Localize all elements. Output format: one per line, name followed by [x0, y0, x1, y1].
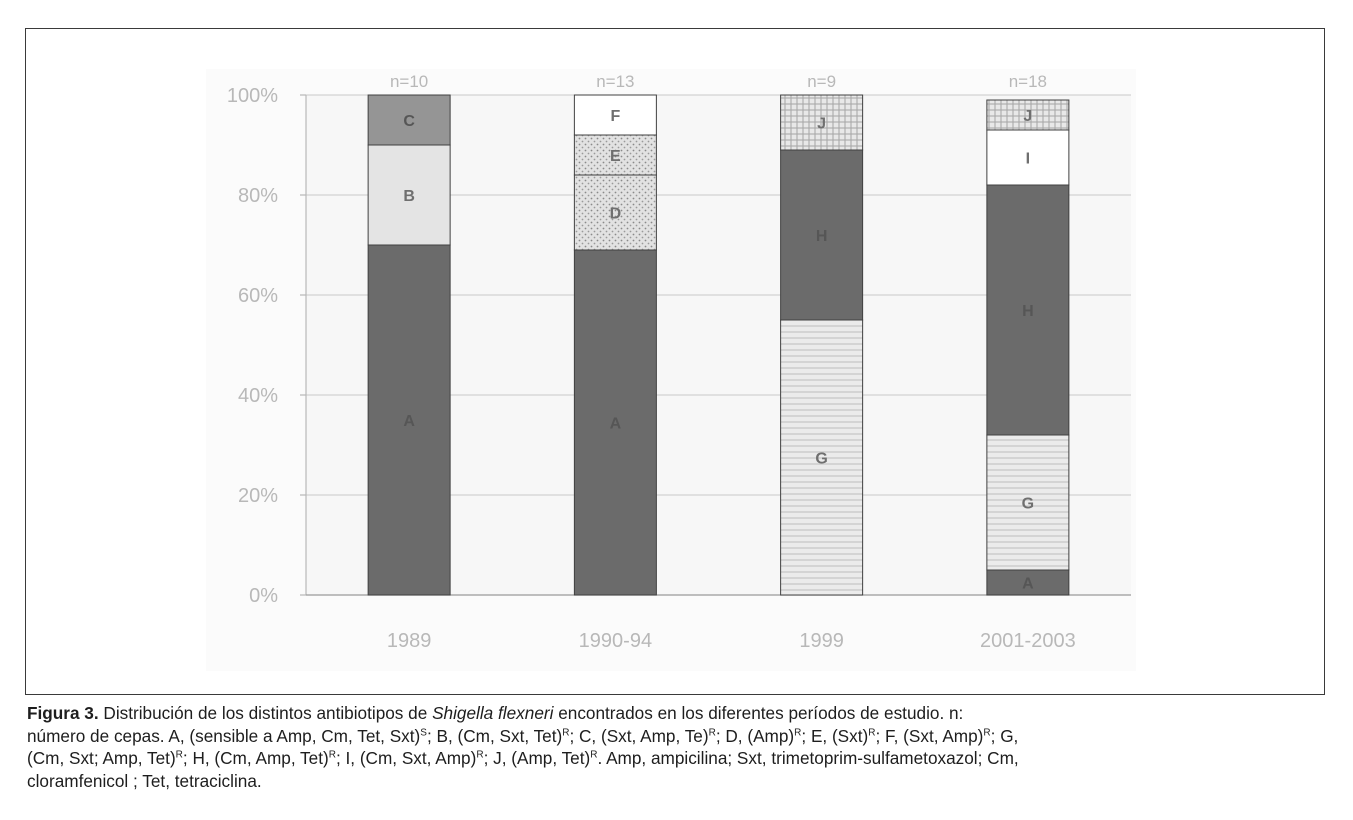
- caption-text: ; G,: [990, 725, 1019, 746]
- y-tick-label: 80%: [238, 185, 278, 207]
- segment-label: H: [816, 228, 828, 245]
- caption-text: ; J, (Amp, Tet): [483, 748, 591, 768]
- caption-text: Distribución de los distintos antibiotip…: [98, 703, 433, 723]
- x-tick-label: 2001-2003: [980, 630, 1076, 652]
- bar-segment: [780, 319, 864, 596]
- x-tick-label: 1999: [799, 630, 844, 652]
- caption-text: . Amp, ampicilina; Sxt, trimetoprim-sulf…: [597, 748, 1019, 768]
- caption-text: ; B, (Cm, Sxt, Tet): [426, 725, 563, 746]
- bar-segment: [986, 434, 1070, 571]
- superscript: R: [328, 749, 336, 761]
- superscript: R: [868, 726, 876, 738]
- x-tick-label: 1990-94: [579, 630, 652, 652]
- segment-label: J: [1023, 108, 1032, 125]
- bar-segment: [573, 174, 657, 251]
- caption-text: (Cm, Sxt; Amp, Tet): [27, 748, 176, 768]
- bar-segment: [573, 94, 657, 136]
- bar-segment: [573, 134, 657, 176]
- bar-segment: [367, 144, 451, 246]
- species-name: Shigella flexneri: [432, 703, 554, 723]
- caption-text: número de cepas. A, (sensible a Amp, Cm,…: [27, 725, 421, 746]
- y-tick-label: 0%: [249, 585, 278, 607]
- caption-line-2: número de cepas. A, (sensible a Amp, Cm,…: [27, 725, 1327, 748]
- segment-label: H: [1022, 303, 1034, 320]
- y-tick-label: 100%: [227, 85, 278, 107]
- caption-text: ; H, (Cm, Amp, Tet): [182, 748, 329, 768]
- caption-text: encontrados en los diferentes períodos d…: [553, 703, 964, 723]
- caption-text: ; E, (Sxt): [801, 725, 869, 746]
- caption-text: cloramfenicol ; Tet, tetraciclina.: [27, 770, 262, 791]
- bar-segment: [780, 149, 864, 321]
- caption-text: ; I, (Cm, Sxt, Amp): [335, 748, 477, 768]
- superscript: R: [983, 726, 991, 738]
- caption-line-4: cloramfenicol ; Tet, tetraciclina.: [27, 770, 1327, 793]
- x-tick-label: 1989: [387, 630, 432, 652]
- segment-label: A: [403, 413, 415, 430]
- segment-label: G: [815, 451, 827, 468]
- caption-text: ; F, (Sxt, Amp): [875, 725, 984, 746]
- superscript: R: [794, 726, 802, 738]
- segment-label: E: [610, 148, 621, 165]
- superscript: R: [476, 749, 484, 761]
- figure-label: Figura 3.: [27, 703, 99, 723]
- segment-label: G: [1022, 496, 1034, 513]
- bar-segment: [986, 99, 1070, 131]
- caption-text: ; D, (Amp): [715, 725, 795, 746]
- superscript: R: [562, 726, 570, 738]
- segment-label: B: [403, 188, 415, 205]
- bar-total-label: n=9: [807, 72, 836, 91]
- superscript: R: [708, 726, 716, 738]
- segment-label: F: [610, 108, 620, 125]
- y-tick-label: 40%: [238, 385, 278, 407]
- bar-total-label: n=10: [390, 72, 428, 91]
- caption-line-3: (Cm, Sxt; Amp, Tet)R; H, (Cm, Amp, Tet)R…: [27, 747, 1327, 770]
- segment-label: C: [403, 113, 415, 130]
- y-tick-label: 60%: [238, 285, 278, 307]
- segment-label: I: [1026, 151, 1030, 168]
- bar-segment: [986, 184, 1070, 436]
- superscript: S: [420, 726, 427, 738]
- bar-segment: [986, 129, 1070, 186]
- caption-text: ; C, (Sxt, Amp, Te): [569, 725, 709, 746]
- superscript: R: [175, 749, 183, 761]
- bar-total-label: n=18: [1009, 72, 1047, 91]
- caption-line-1: Figura 3. Distribución de los distintos …: [27, 702, 1327, 725]
- bar-segment: [780, 94, 864, 151]
- stacked-bar-chart: 0% 20% 40% 60% 80% 100% A B Cn=10 1989 A D E Fn=13 199…: [206, 69, 1136, 671]
- segment-label: A: [610, 416, 622, 433]
- bar-segment: [367, 94, 451, 146]
- segment-label: A: [1022, 576, 1034, 593]
- bar-segment: [986, 569, 1070, 596]
- superscript: R: [590, 749, 598, 761]
- bar-segment: [573, 249, 657, 596]
- y-tick-label: 20%: [238, 485, 278, 507]
- bar-total-label: n=13: [596, 72, 634, 91]
- segment-label: D: [610, 206, 622, 223]
- figure-caption: Figura 3. Distribución de los distintos …: [27, 702, 1327, 792]
- segment-label: J: [817, 116, 826, 133]
- bar-segment: [367, 244, 451, 596]
